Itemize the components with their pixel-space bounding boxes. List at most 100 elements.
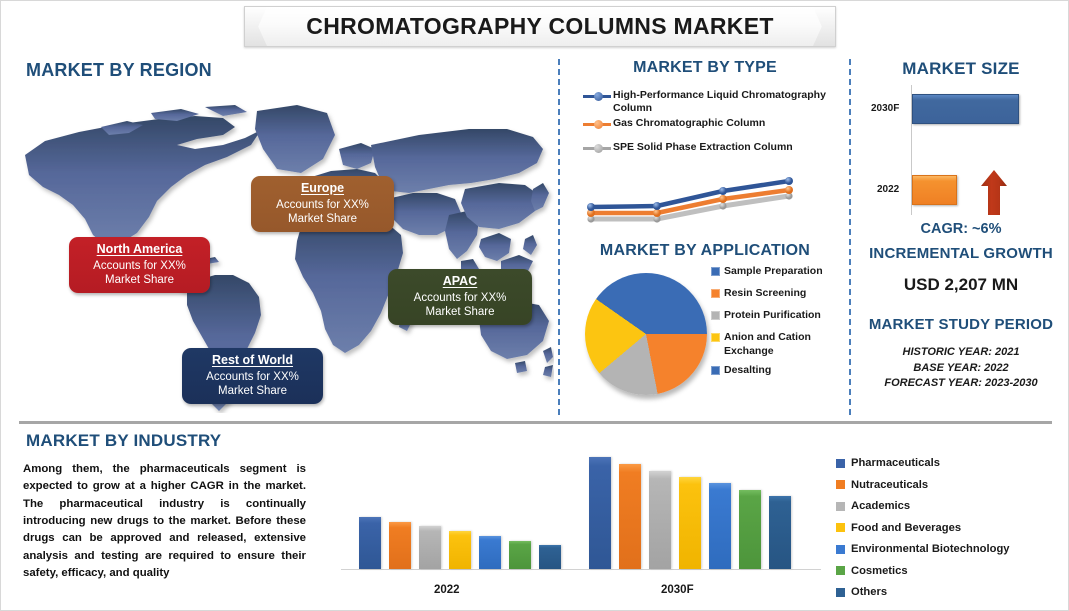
- legend-item: Cosmetics: [836, 565, 1066, 577]
- region-name: North America: [96, 242, 183, 256]
- region-callout-rest-of-world[interactable]: Rest of World Accounts for XX% Market Sh…: [182, 348, 323, 405]
- region-share-sub: Market Share: [104, 274, 175, 287]
- type-legend-label: SPE Solid Phase Extraction Column: [613, 141, 793, 153]
- bar-group-label-2030: 2030F: [661, 584, 694, 596]
- up-arrow-icon: [981, 170, 1007, 215]
- legend-item: Sample Preparation: [711, 265, 849, 278]
- bar-2022-cosmetics: [509, 541, 531, 569]
- legend-swatch-icon: [836, 523, 845, 532]
- legend-item: Others: [836, 586, 1066, 598]
- legend-swatch-icon: [711, 311, 720, 321]
- region-share-sub: Market Share: [287, 213, 358, 226]
- legend-item: Desalting: [711, 364, 849, 377]
- market-size-axis: [911, 85, 912, 215]
- legend-label: Protein Purification: [724, 309, 821, 322]
- bar-2022-academics: [419, 526, 441, 569]
- legend-label: Others: [851, 586, 888, 598]
- legend-item: Academics: [836, 500, 1066, 512]
- bar-2030-others: [769, 496, 791, 569]
- region-callout-europe[interactable]: Europe Accounts for XX% Market Share: [251, 176, 394, 233]
- bar-chart-baseline: [341, 569, 821, 570]
- legend-label: Nutraceuticals: [851, 478, 929, 491]
- legend-swatch-icon: [836, 480, 845, 489]
- legend-item: Anion and Cation Exchange: [711, 331, 849, 357]
- market-size-label-2022: 2022: [877, 184, 900, 195]
- market-size-bar-2030: [912, 94, 1019, 124]
- bar-2022-pharmaceuticals: [359, 517, 381, 569]
- region-share-line: Accounts for XX%: [206, 371, 299, 384]
- bar-2022-environmental-biotechnology: [479, 536, 501, 569]
- type-legend-item-spe: SPE Solid Phase Extraction Column: [583, 141, 835, 154]
- legend-label: Food and Beverages: [851, 521, 962, 534]
- incremental-growth-value: USD 2,207 MN: [903, 275, 1019, 294]
- line-marker-icon: [583, 120, 611, 129]
- legend-label: Anion and Cation Exchange: [724, 331, 811, 357]
- region-share-line: Accounts for XX%: [276, 199, 369, 212]
- market-size-bar-2022: [912, 175, 957, 205]
- legend-label: Resin Screening: [724, 287, 807, 300]
- incremental-growth-heading: INCREMENTAL GROWTH: [869, 245, 1053, 262]
- bar-2022-food-and-beverages: [449, 531, 471, 569]
- type-legend-label: High-Performance Liquid Chromatography C…: [613, 89, 826, 114]
- legend-label: Desalting: [724, 363, 772, 376]
- market-by-type-heading: MARKET BY TYPE: [633, 59, 777, 76]
- legend-label: Academics: [851, 500, 911, 512]
- market-by-type-line-chart: [587, 177, 793, 223]
- type-legend-item-gas: Gas Chromatographic Column: [583, 117, 833, 130]
- legend-swatch-icon: [836, 566, 845, 575]
- bar-2030-pharmaceuticals: [589, 457, 611, 569]
- bar-2030-environmental-biotechnology: [709, 483, 731, 569]
- market-by-type-panel: MARKET BY TYPE High-Performance Liquid C…: [561, 53, 849, 233]
- region-name: Europe: [300, 181, 345, 195]
- legend-swatch-icon: [711, 289, 720, 299]
- type-legend-item-hplc: High-Performance Liquid Chromatography C…: [583, 89, 833, 115]
- legend-swatch-icon: [836, 501, 845, 511]
- forecast-year: FORECAST YEAR: 2023-2030: [884, 377, 1038, 390]
- legend-item: Pharmaceuticals: [836, 457, 1066, 469]
- region-name: APAC: [442, 274, 478, 288]
- market-by-industry-bar-chart: 2022 2030F: [331, 447, 831, 602]
- legend-swatch-icon: [836, 544, 845, 554]
- market-by-industry-panel: MARKET BY INDUSTRY Among them, the pharm…: [1, 425, 1069, 611]
- legend-item: Environmental Biotechnology: [836, 543, 1066, 555]
- base-year: BASE YEAR: 2022: [913, 361, 1009, 374]
- region-share-line: Accounts for XX%: [413, 292, 507, 305]
- legend-label: Sample Preparation: [724, 265, 823, 277]
- market-by-industry-heading: MARKET BY INDUSTRY: [26, 431, 222, 450]
- market-by-application-panel: MARKET BY APPLICATION Sample Preparation…: [561, 239, 849, 419]
- type-legend-label: Gas Chromatographic Column: [613, 117, 766, 129]
- bar-group-label-2022: 2022: [434, 584, 460, 596]
- historic-year: HISTORIC YEAR: 2021: [902, 346, 1020, 358]
- region-share-line: Accounts for XX%: [93, 260, 186, 273]
- bar-2022-nutraceuticals: [389, 522, 411, 569]
- divider-vertical-right: [849, 59, 851, 415]
- legend-swatch-icon: [711, 333, 720, 343]
- region-share-sub: Market Share: [217, 385, 288, 398]
- region-callout-north-america[interactable]: North America Accounts for XX% Market Sh…: [69, 237, 210, 294]
- line-marker-icon: [583, 92, 611, 101]
- divider-horizontal: [19, 421, 1052, 424]
- page-title: CHROMATOGRAPHY COLUMNS MARKET: [306, 13, 774, 39]
- legend-swatch-icon: [836, 458, 845, 468]
- legend-swatch-icon: [711, 365, 720, 375]
- market-size-panel: MARKET SIZE 2030F 2022 CAGR: ~6% INCREME…: [853, 53, 1069, 419]
- region-share-sub: Market Share: [425, 306, 495, 319]
- bar-2030-academics: [649, 471, 671, 569]
- cagr-value: CAGR: ~6%: [920, 221, 1002, 237]
- legend-label: Pharmaceuticals: [851, 457, 940, 469]
- legend-label: Environmental Biotechnology: [851, 543, 1010, 555]
- market-size-heading: MARKET SIZE: [902, 59, 1020, 78]
- region-callout-apac[interactable]: APAC Accounts for XX% Market Share: [388, 269, 532, 326]
- legend-item: Resin Screening: [711, 287, 849, 300]
- application-legend: Sample Preparation Resin Screening Prote…: [711, 265, 849, 386]
- legend-swatch-icon: [711, 267, 720, 276]
- market-size-label-2030: 2030F: [871, 103, 900, 114]
- bar-2022-others: [539, 545, 561, 569]
- market-study-period-heading: MARKET STUDY PERIOD: [868, 316, 1054, 333]
- legend-label: Cosmetics: [851, 564, 908, 577]
- legend-swatch-icon: [836, 587, 845, 597]
- line-marker-icon: [583, 144, 611, 153]
- bar-2030-food-and-beverages: [679, 477, 701, 569]
- market-study-period-values: HISTORIC YEAR: 2021 BASE YEAR: 2022 FORE…: [853, 345, 1069, 392]
